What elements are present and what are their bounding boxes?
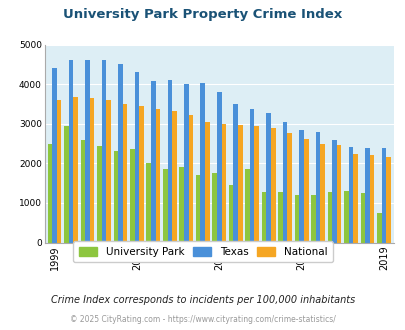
Text: University Park Property Crime Index: University Park Property Crime Index bbox=[63, 8, 342, 21]
Bar bbox=[352, 154, 357, 243]
Bar bbox=[101, 60, 106, 243]
Bar bbox=[245, 169, 249, 243]
Bar bbox=[118, 64, 122, 243]
Bar bbox=[212, 173, 216, 243]
Bar bbox=[134, 72, 139, 243]
Bar bbox=[385, 157, 390, 243]
Bar bbox=[68, 60, 73, 243]
Bar bbox=[282, 122, 287, 243]
Bar bbox=[80, 140, 85, 243]
Bar bbox=[151, 81, 155, 243]
Bar bbox=[172, 111, 176, 243]
Bar bbox=[315, 132, 320, 243]
Bar bbox=[146, 163, 151, 243]
Bar bbox=[183, 84, 188, 243]
Bar bbox=[122, 104, 127, 243]
Bar bbox=[287, 133, 291, 243]
Bar bbox=[233, 104, 237, 243]
Bar bbox=[47, 144, 52, 243]
Bar bbox=[254, 126, 258, 243]
Bar bbox=[139, 106, 143, 243]
Bar bbox=[216, 92, 221, 243]
Bar bbox=[327, 192, 331, 243]
Bar bbox=[331, 140, 336, 243]
Bar bbox=[364, 148, 369, 243]
Bar bbox=[270, 128, 275, 243]
Bar bbox=[179, 167, 183, 243]
Bar bbox=[348, 147, 352, 243]
Bar bbox=[310, 195, 315, 243]
Bar bbox=[85, 60, 90, 243]
Bar bbox=[249, 109, 254, 243]
Bar bbox=[162, 169, 167, 243]
Bar bbox=[376, 213, 381, 243]
Bar bbox=[64, 126, 68, 243]
Bar bbox=[130, 149, 134, 243]
Bar bbox=[90, 98, 94, 243]
Bar bbox=[57, 100, 61, 243]
Bar bbox=[320, 144, 324, 243]
Text: Crime Index corresponds to incidents per 100,000 inhabitants: Crime Index corresponds to incidents per… bbox=[51, 295, 354, 305]
Bar bbox=[188, 115, 193, 243]
Bar bbox=[205, 122, 209, 243]
Bar bbox=[261, 192, 266, 243]
Bar bbox=[298, 130, 303, 243]
Bar bbox=[195, 175, 200, 243]
Bar bbox=[73, 97, 78, 243]
Bar bbox=[167, 80, 172, 243]
Bar bbox=[369, 155, 373, 243]
Bar bbox=[343, 191, 348, 243]
Bar bbox=[155, 109, 160, 243]
Bar bbox=[200, 82, 205, 243]
Bar bbox=[266, 114, 270, 243]
Bar bbox=[381, 148, 385, 243]
Bar bbox=[360, 193, 364, 243]
Bar bbox=[106, 100, 111, 243]
Bar bbox=[113, 151, 118, 243]
Bar bbox=[228, 185, 233, 243]
Bar bbox=[303, 139, 308, 243]
Bar bbox=[237, 125, 242, 243]
Bar bbox=[52, 68, 57, 243]
Legend: University Park, Texas, National: University Park, Texas, National bbox=[73, 242, 332, 262]
Bar bbox=[336, 145, 341, 243]
Bar bbox=[277, 192, 282, 243]
Text: © 2025 CityRating.com - https://www.cityrating.com/crime-statistics/: © 2025 CityRating.com - https://www.city… bbox=[70, 315, 335, 324]
Bar bbox=[221, 124, 226, 243]
Bar bbox=[294, 195, 298, 243]
Bar bbox=[97, 146, 101, 243]
